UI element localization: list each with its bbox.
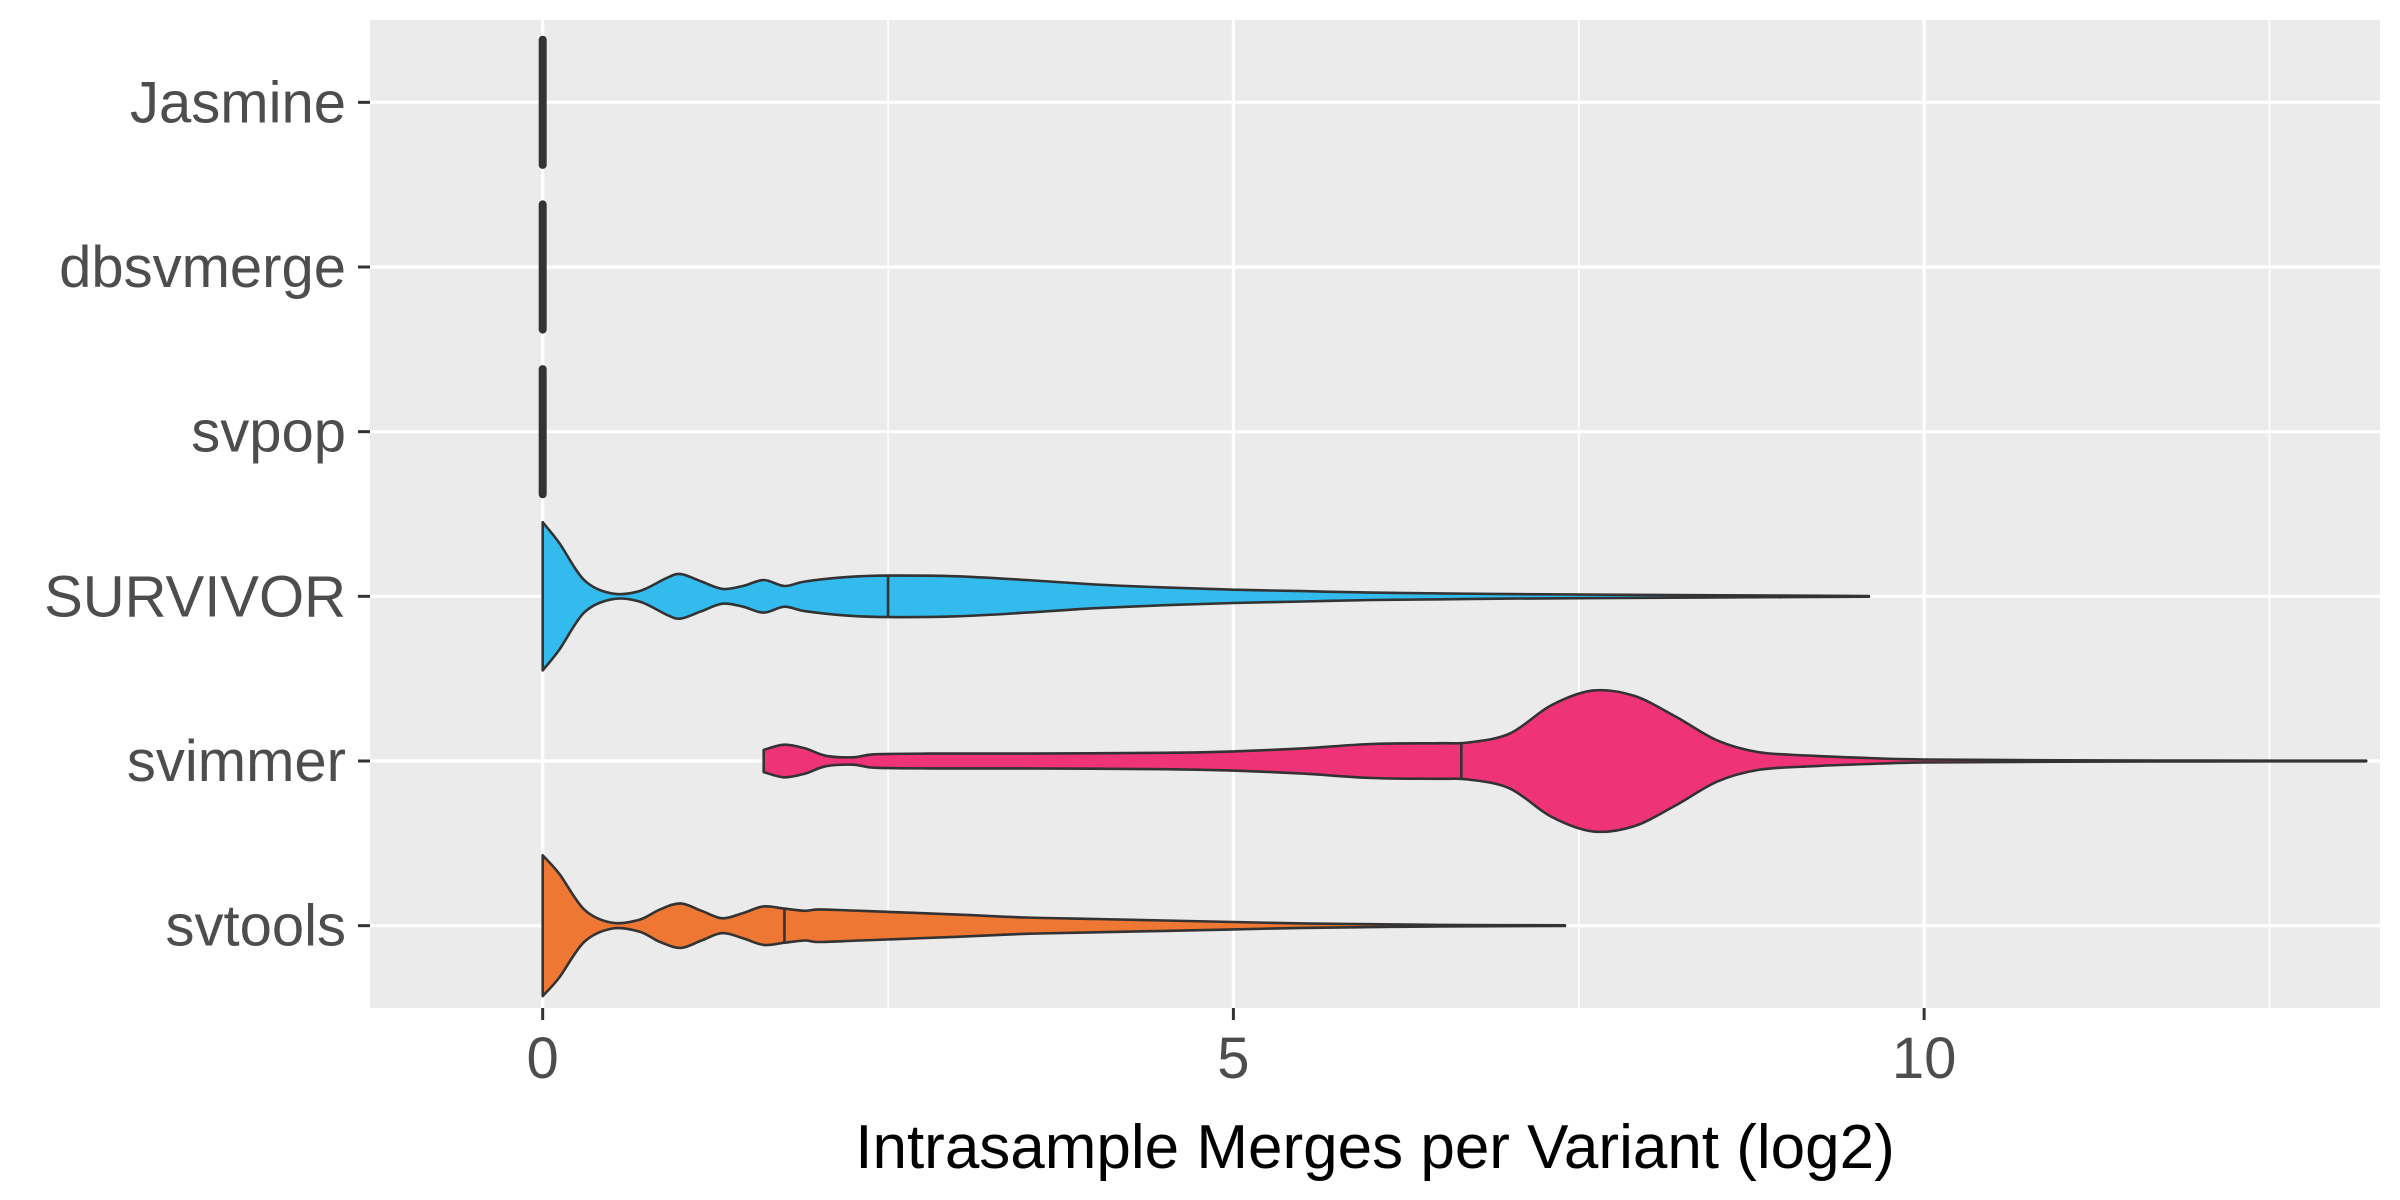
y-tick-label-jasmine: Jasmine [130, 70, 346, 135]
x-axis: 0 5 10 [527, 1008, 1957, 1091]
x-tick-label: 5 [1217, 1026, 1249, 1091]
x-axis-title: Intrasample Merges per Variant (log2) [855, 1113, 1895, 1182]
y-tick-label-dbsvmerge: dbsvmerge [59, 235, 346, 300]
y-tick-label-svtools: svtools [165, 894, 346, 959]
violin-survivor [541, 520, 1871, 672]
y-axis: Jasmine dbsvmerge svpop SURVIVOR svimmer svto… [44, 70, 370, 959]
y-tick-label-svimmer: svimmer [127, 729, 346, 794]
violin-layer [538, 35, 2368, 998]
y-tick-label-svpop: svpop [191, 400, 346, 465]
x-tick-label: 10 [1892, 1026, 1957, 1091]
minor-grid-lines [887, 20, 2271, 1008]
x-tick-label: 0 [527, 1026, 559, 1091]
plot-panel [370, 20, 2380, 1008]
y-tick-label-survivor: SURVIVOR [44, 564, 346, 629]
violin-svtools [541, 854, 1567, 998]
violin-svimmer [762, 688, 2368, 834]
